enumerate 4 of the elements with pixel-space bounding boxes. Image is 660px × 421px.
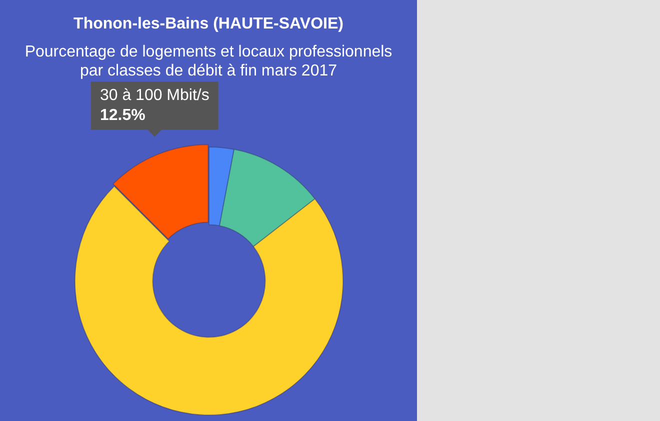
chart-subtitle: Pourcentage de logements et locaux professionnels par classes de débit à fin mars 2017: [24, 43, 392, 80]
chart-title: Thonon-les-Bains (HAUTE-SAVOIE): [74, 15, 344, 32]
slice-label: 30 à 100 Mbit/s: [100, 87, 210, 104]
data-label: 12.5%: [100, 107, 146, 124]
